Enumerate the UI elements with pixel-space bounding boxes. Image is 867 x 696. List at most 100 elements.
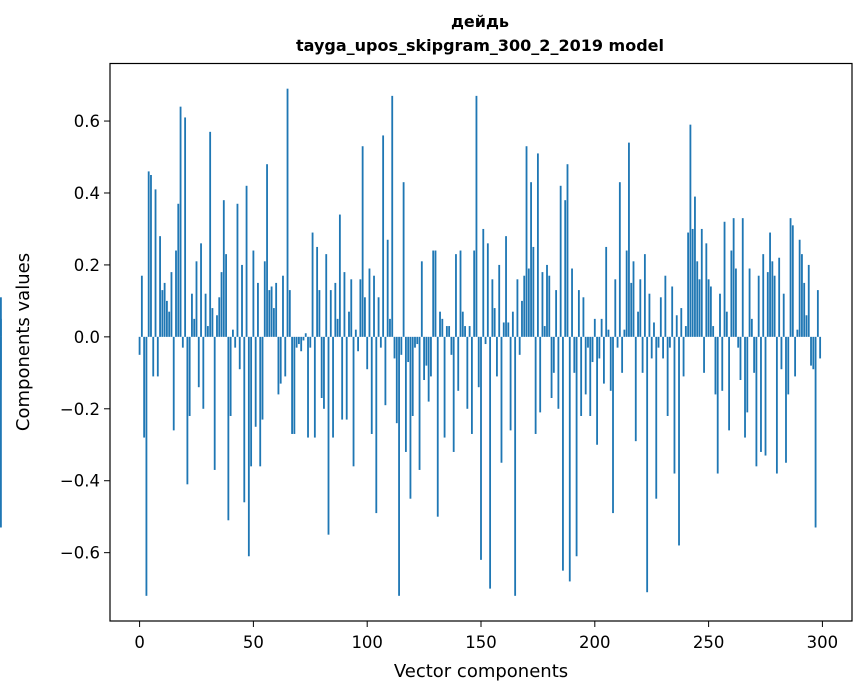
bar xyxy=(193,318,196,337)
bar xyxy=(181,336,184,348)
bar xyxy=(202,336,205,409)
bar xyxy=(564,200,567,337)
bar xyxy=(445,326,448,337)
bar xyxy=(291,336,293,434)
bar xyxy=(175,250,177,337)
bar xyxy=(220,272,223,337)
bar xyxy=(753,336,756,373)
bar xyxy=(634,336,637,442)
bar xyxy=(302,336,305,341)
bar xyxy=(589,336,592,416)
bar xyxy=(502,322,505,337)
bar xyxy=(548,275,551,337)
bar xyxy=(250,336,253,467)
bar xyxy=(505,236,507,337)
bar xyxy=(327,336,330,535)
bar xyxy=(709,286,712,337)
bar xyxy=(639,279,642,337)
bar xyxy=(336,318,339,337)
bar xyxy=(735,268,737,337)
bar xyxy=(0,297,2,337)
bar xyxy=(147,171,150,337)
x-tick-label: 50 xyxy=(243,633,264,652)
bar xyxy=(275,282,278,337)
bar xyxy=(630,282,633,337)
y-axis-ticks: −0.6 −0.4 −0.2 0.0 0.2 0.4 0.6 xyxy=(60,112,110,563)
bar xyxy=(637,311,639,337)
bar xyxy=(266,164,268,337)
bar xyxy=(247,336,250,557)
bar xyxy=(288,290,291,337)
bar xyxy=(195,261,198,337)
y-tick-label: −0.2 xyxy=(60,400,100,419)
bar xyxy=(354,329,357,337)
bar xyxy=(787,336,790,395)
chart-title-line1: дейдь xyxy=(451,12,509,31)
bar xyxy=(573,336,576,373)
bar xyxy=(616,336,619,348)
bar xyxy=(375,336,378,514)
bar xyxy=(411,336,414,416)
bar xyxy=(778,257,781,337)
bar xyxy=(197,336,200,388)
bar xyxy=(159,236,161,337)
bar xyxy=(272,308,275,337)
bar xyxy=(254,336,257,427)
bar xyxy=(703,336,705,373)
bar xyxy=(418,336,421,470)
bar xyxy=(552,336,555,373)
bar xyxy=(382,135,385,337)
bar xyxy=(316,246,319,337)
bar xyxy=(760,336,762,452)
bar xyxy=(527,268,530,337)
bar xyxy=(154,189,157,337)
bar xyxy=(486,243,489,337)
bar xyxy=(646,336,649,593)
bar xyxy=(364,297,366,337)
x-tick-label: 300 xyxy=(807,633,839,652)
bar xyxy=(270,286,273,337)
bar xyxy=(213,336,216,470)
bar xyxy=(466,336,469,409)
bar xyxy=(621,336,624,373)
bar xyxy=(791,225,794,337)
chart-title-line2: tayga_upos_skipgram_300_2_2019 model xyxy=(296,36,664,55)
bar xyxy=(559,185,562,337)
bar xyxy=(448,326,451,337)
bar xyxy=(628,142,630,337)
bar xyxy=(140,275,143,337)
bar xyxy=(389,318,391,337)
bar xyxy=(441,318,444,337)
bar xyxy=(138,336,141,355)
bar xyxy=(311,232,314,337)
bar xyxy=(318,290,321,337)
bar xyxy=(420,261,423,337)
bar xyxy=(539,336,542,413)
bar xyxy=(673,336,676,474)
bar xyxy=(188,336,191,416)
bar xyxy=(477,336,480,388)
bar xyxy=(577,290,580,337)
bar xyxy=(762,254,765,337)
bar xyxy=(666,336,669,416)
bar xyxy=(705,243,708,337)
bar xyxy=(775,336,778,474)
bar xyxy=(436,336,439,517)
bar xyxy=(377,297,380,337)
bar xyxy=(755,336,758,467)
bar xyxy=(816,290,819,337)
bar xyxy=(229,336,232,416)
bar xyxy=(284,336,287,377)
bar xyxy=(402,182,405,337)
y-tick-label: 0.0 xyxy=(74,328,100,347)
bar xyxy=(730,250,733,337)
bar xyxy=(598,336,601,359)
bar xyxy=(430,336,432,377)
bar xyxy=(279,336,282,384)
x-tick-label: 150 xyxy=(465,633,497,652)
bar xyxy=(694,196,696,337)
bar xyxy=(675,315,678,337)
bar xyxy=(716,336,719,474)
bar xyxy=(609,336,612,391)
